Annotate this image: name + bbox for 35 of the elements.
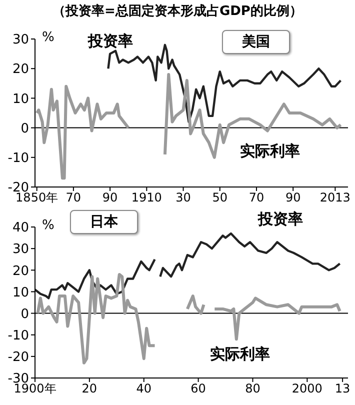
y-tick-label: 0 <box>20 121 29 136</box>
x-tick-label: 13 <box>334 382 350 396</box>
y-axis-title: % <box>42 218 54 233</box>
x-tick-label: 20 <box>82 382 98 396</box>
y-tick-label: 0 <box>20 306 29 322</box>
series-label: 投资率 <box>258 210 303 229</box>
y-tick-label: 30 <box>12 32 29 48</box>
series-label: 实际利率 <box>240 142 300 161</box>
series-label: 实际利率 <box>210 345 270 364</box>
x-tick-label: 2000 <box>292 382 322 396</box>
x-tick-label: 60 <box>190 382 206 396</box>
y-tick-label: 40 <box>12 220 29 236</box>
y-axis-title: % <box>42 30 54 45</box>
x-tick-label: 80 <box>245 382 260 396</box>
y-tick-label: 10 <box>12 92 29 107</box>
x-tick-label: 50 <box>212 190 228 205</box>
x-tick-label: 1910 <box>131 190 162 205</box>
chart-subtitle: 日本 <box>70 210 138 234</box>
x-tick-label: 90 <box>102 190 118 205</box>
y-tick-label: 30 <box>12 242 29 258</box>
y-tick-label: -10 <box>8 328 29 344</box>
y-tick-label: 20 <box>12 264 29 279</box>
x-tick-label: 40 <box>136 382 152 396</box>
series-label: 投资率 <box>88 32 133 51</box>
x-tick-label: 90 <box>285 190 301 205</box>
chart-subtitle: 美国 <box>222 30 290 54</box>
y-tick-label: -10 <box>8 151 29 166</box>
x-tick-label: 30 <box>176 190 191 205</box>
x-tick-label: 70 <box>248 190 264 205</box>
x-tick-label: 2013 <box>320 190 350 205</box>
y-tick-label: -20 <box>8 350 29 366</box>
y-tick-label: 10 <box>12 285 29 300</box>
chart-title: （投资率=总固定资本形成占GDP的比例） <box>52 2 304 20</box>
x-tick-label: 70 <box>66 190 82 205</box>
y-tick-label: 20 <box>12 62 29 78</box>
